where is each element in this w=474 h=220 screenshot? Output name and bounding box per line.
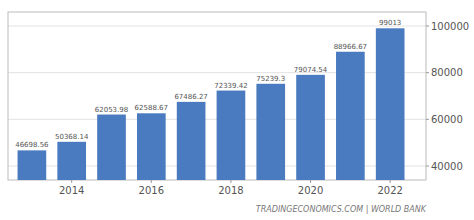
data-labels: 46698.56 50368.14 62053.98 62588.67 67486.27… xyxy=(15,19,401,149)
y-tick xyxy=(426,166,429,167)
y-tick xyxy=(426,119,429,120)
x-tick xyxy=(71,180,72,183)
data-label: 88966.67 xyxy=(334,43,367,51)
bar xyxy=(376,28,405,180)
x-tick-label: 2016 xyxy=(139,185,164,196)
x-tick-label: 2014 xyxy=(59,185,84,196)
data-label: 99013 xyxy=(379,19,401,27)
x-tick xyxy=(230,180,231,183)
data-label: 72339.42 xyxy=(214,82,247,90)
bar xyxy=(18,150,47,180)
y-tick xyxy=(426,26,429,27)
x-tick-label: 2018 xyxy=(218,185,243,196)
data-label: 50368.14 xyxy=(55,133,89,141)
bar xyxy=(137,113,166,180)
bar xyxy=(256,84,285,180)
bar xyxy=(177,102,206,180)
chart-container: 46698.56 50368.14 62053.98 62588.67 67486.27… xyxy=(0,0,474,220)
bars xyxy=(18,28,405,180)
data-label: 79074.54 xyxy=(294,66,328,74)
bar xyxy=(97,115,126,180)
data-label: 46698.56 xyxy=(15,141,49,149)
y-tick xyxy=(426,72,429,73)
bar xyxy=(217,91,246,180)
y-axis: 40000 60000 80000 100000 xyxy=(426,21,469,172)
y-tick-label: 40000 xyxy=(431,161,463,172)
y-tick-label: 60000 xyxy=(431,114,463,125)
plot-frame xyxy=(8,12,426,180)
data-label: 75239.3 xyxy=(256,75,285,83)
data-label: 67486.27 xyxy=(174,93,207,101)
grid-line xyxy=(8,26,426,27)
y-tick-label: 100000 xyxy=(431,21,469,32)
x-tick xyxy=(310,180,311,183)
x-tick xyxy=(390,180,391,183)
watermark: TRADINGECONOMICS.COM | WORLD BANK xyxy=(256,205,427,214)
bar xyxy=(57,142,86,180)
data-label: 62588.67 xyxy=(135,104,168,112)
x-tick xyxy=(151,180,152,183)
x-axis: 2014 2016 2018 2020 2022 xyxy=(59,180,403,196)
bar xyxy=(296,75,325,180)
chart-svg: 46698.56 50368.14 62053.98 62588.67 67486.27… xyxy=(0,0,474,220)
data-label: 62053.98 xyxy=(95,106,128,114)
x-tick-label: 2020 xyxy=(298,185,323,196)
x-tick-label: 2022 xyxy=(377,185,402,196)
y-tick-label: 80000 xyxy=(431,67,463,78)
bar xyxy=(336,52,365,180)
